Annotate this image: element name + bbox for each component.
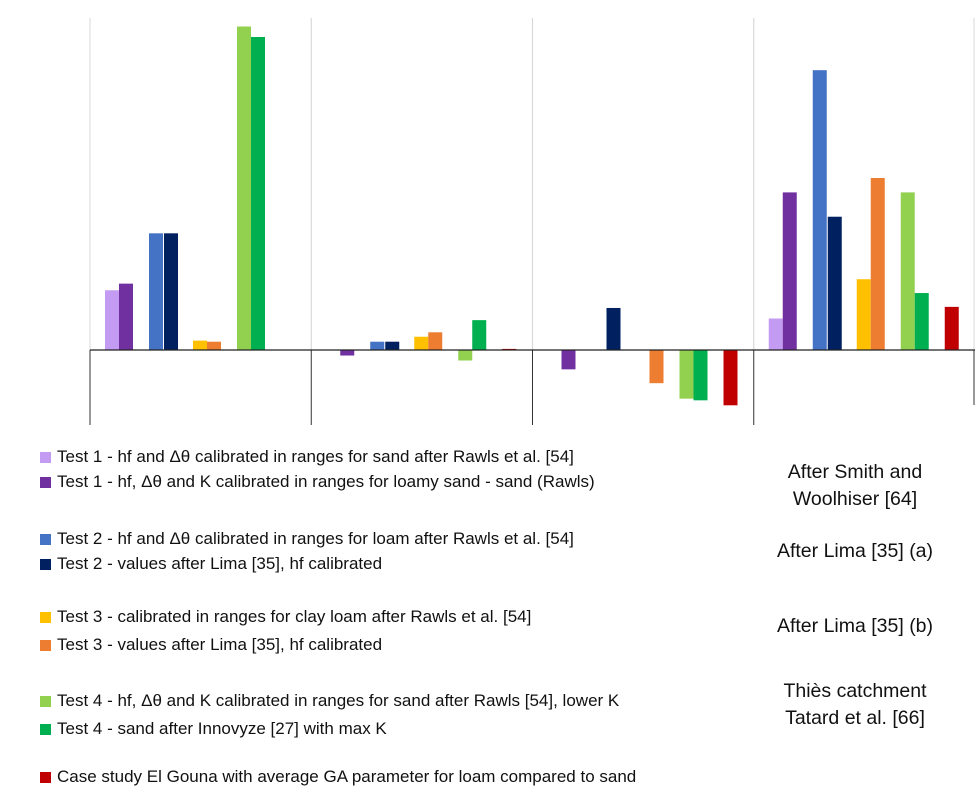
bar <box>472 320 487 350</box>
legend-label: Test 3 - calibrated in ranges for clay l… <box>57 607 532 626</box>
legend-item: Test 1 - hf and Δθ calibrated in ranges … <box>40 446 574 468</box>
note-line: After Lima [35] (a) <box>776 540 934 562</box>
bar <box>207 341 221 350</box>
bar <box>679 350 694 399</box>
bar <box>119 283 133 350</box>
legend-swatch <box>40 533 51 545</box>
bar <box>856 279 871 350</box>
legend-label: Test 1 - hf, Δθ and K calibrated in rang… <box>57 472 595 491</box>
legend-item: Test 3 - values after Lima [35], hf cali… <box>40 634 382 656</box>
legend-swatch <box>40 639 51 651</box>
series-group-note: After Lima [35] (a) <box>740 538 970 565</box>
series-group-note: Thiès catchment Tatard et al. [66] <box>740 678 970 732</box>
legend-item: Test 4 - sand after Innovyze [27] with m… <box>40 718 387 740</box>
bar <box>870 178 885 350</box>
legend-swatch <box>40 723 51 735</box>
bar <box>414 336 429 350</box>
bar <box>385 341 400 350</box>
legend-swatch <box>40 611 51 623</box>
legend-item: Test 4 - hf, Δθ and K calibrated in rang… <box>40 690 619 712</box>
bar <box>723 350 738 406</box>
bar <box>561 350 576 370</box>
bar <box>812 70 827 350</box>
legend-label: Test 1 - hf and Δθ calibrated in ranges … <box>57 447 574 466</box>
legend-item: Test 2 - hf and Δθ calibrated in ranges … <box>40 528 574 550</box>
bar <box>768 318 783 350</box>
bar <box>251 37 265 350</box>
bar <box>900 192 915 350</box>
bar <box>428 332 443 350</box>
bar <box>458 350 473 361</box>
note-line: Thiès catchment <box>783 680 927 702</box>
series-group-note: After Lima [35] (b) <box>740 613 970 640</box>
note-line: Woolhiser [64] <box>792 488 918 510</box>
bar <box>193 340 207 350</box>
legend-label: Test 4 - hf, Δθ and K calibrated in rang… <box>57 691 620 710</box>
legend-label: Test 4 - sand after Innovyze [27] with m… <box>57 719 387 738</box>
legend-swatch <box>40 476 51 488</box>
bar <box>149 233 163 350</box>
bar <box>944 306 959 350</box>
bar <box>370 341 385 350</box>
legend-item: Test 3 - calibrated in ranges for clay l… <box>40 606 531 628</box>
note-line: Tatard et al. [66] <box>785 707 925 729</box>
bar <box>649 350 664 384</box>
bar-chart <box>89 18 975 425</box>
legend-swatch <box>40 771 51 783</box>
legend-label: Test 2 - values after Lima [35], hf cali… <box>57 554 383 573</box>
bar <box>693 350 708 401</box>
note-line: After Smith and <box>787 461 923 483</box>
bar <box>340 350 355 356</box>
bar <box>782 192 797 350</box>
legend-swatch <box>40 695 51 707</box>
legend-label: Test 2 - hf and Δθ calibrated in ranges … <box>57 529 574 548</box>
legend-item: Test 1 - hf, Δθ and K calibrated in rang… <box>40 471 595 493</box>
bar <box>237 26 251 351</box>
series-group-note: After Smith and Woolhiser [64] <box>740 459 970 513</box>
legend-swatch <box>40 558 51 570</box>
bar <box>914 293 929 350</box>
legend-item: Test 2 - values after Lima [35], hf cali… <box>40 553 382 575</box>
bar <box>606 307 621 350</box>
legend-item: Case study El Gouna with average GA para… <box>40 766 636 788</box>
bar <box>164 233 178 350</box>
legend-label: Test 3 - values after Lima [35], hf cali… <box>57 635 383 654</box>
legend-swatch <box>40 451 51 463</box>
legend-label: Case study El Gouna with average GA para… <box>57 767 637 786</box>
bar <box>827 216 842 350</box>
note-line: After Lima [35] (b) <box>776 615 934 637</box>
bar <box>105 290 119 350</box>
